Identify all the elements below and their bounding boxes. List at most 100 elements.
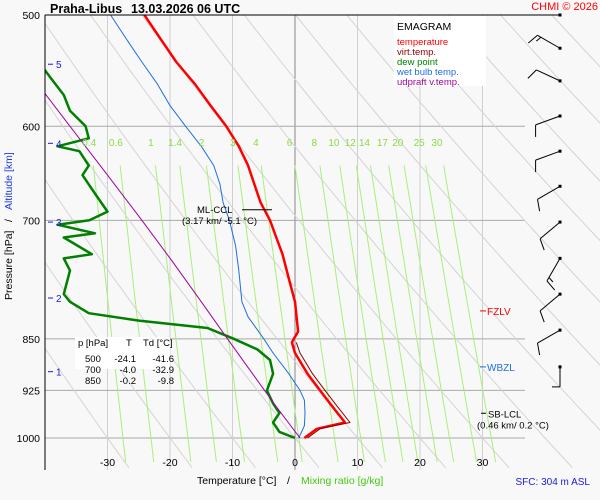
mixing-ratio-line — [92, 165, 127, 462]
wind-barb-flag — [539, 238, 545, 251]
ml-ccl-detail: (3.17 km/ -5.1 °C) — [182, 216, 257, 227]
mixing-ratio-line — [319, 165, 365, 462]
dry-adiabat — [448, 15, 600, 182]
ml-ccl-label: ML-CCL — [197, 205, 232, 216]
wind-barb-staff — [537, 185, 561, 200]
sb-lcl-detail: (0.46 km/ 0.2 °C) — [477, 420, 549, 431]
y-tick-label: 925 — [22, 385, 40, 397]
legend-box — [394, 16, 486, 86]
table-header-p: p [hPa] — [78, 338, 108, 349]
mixing-ratio-label: 14 — [359, 138, 371, 149]
series-line-udpraft-v-temp — [45, 92, 301, 439]
fzlv-label: FZLV — [487, 307, 511, 318]
mixing-ratio-line — [179, 165, 217, 462]
table-cell-t: -0.2 — [120, 376, 136, 387]
wind-barb — [535, 114, 562, 137]
wind-barb-staff — [535, 150, 561, 161]
wbzl-label: WBZL — [487, 363, 515, 374]
chart-subtitle: 13.03.2026 06 UTC — [131, 2, 240, 16]
series-lines — [45, 15, 351, 440]
wind-barb-staff — [536, 69, 561, 82]
sb-lcl-label: SB-LCL — [488, 409, 521, 420]
wind-barb-half-flag — [535, 36, 542, 42]
mixing-ratio-line — [294, 165, 339, 462]
wind-barb-flag — [537, 199, 541, 212]
series-line-temperature — [143, 15, 347, 440]
altitude-tick-label: 4 — [56, 139, 62, 150]
altitude-tick-label: 2 — [56, 294, 62, 305]
dry-adiabat — [45, 347, 130, 469]
wind-barb — [539, 292, 562, 323]
altitude-tick-label: 1 — [56, 368, 62, 379]
table-cell-td: -41.6 — [152, 354, 174, 365]
series-line-dew-point — [45, 68, 296, 440]
mixing-ratio-label: 12 — [345, 138, 357, 149]
table-row: 500 -24.1 -41.6 — [85, 354, 174, 365]
y-tick-label: 850 — [22, 334, 40, 346]
y-tick-label: 700 — [22, 215, 40, 227]
series-line-virt-temp — [295, 342, 351, 439]
y-axis-label-separator: / — [3, 219, 15, 222]
wind-barb-staff — [537, 329, 561, 344]
mixing-ratio-line — [425, 165, 477, 462]
series-line-wet-bulb-temp — [110, 15, 306, 439]
mixing-ratio-label: 6 — [287, 138, 293, 149]
x-tick-label: 0 — [292, 457, 298, 469]
wind-barb — [539, 220, 562, 251]
mixing-ratio-line — [205, 165, 245, 462]
copyright: CHMI © 2026 — [531, 1, 598, 13]
x-tick-label: 30 — [477, 457, 489, 469]
wind-barbs — [527, 13, 562, 388]
mixing-ratio-line — [260, 165, 303, 462]
legend-item-temperature: temperature — [397, 37, 448, 48]
chart-title: Praha-Libus — [50, 2, 122, 16]
dry-adiabats — [45, 15, 600, 469]
mixing-ratio-label: 0.4 — [82, 138, 96, 149]
mixing-ratio-label: 30 — [431, 138, 443, 149]
wind-barb — [552, 365, 562, 388]
wind-barb-station — [558, 13, 562, 17]
y-axis-label-pressure: Pressure [hPa] — [3, 230, 15, 300]
dry-adiabat — [295, 15, 600, 366]
wind-barb — [527, 34, 562, 50]
y-tick-label: 1000 — [17, 433, 41, 445]
wind-barb-flag — [537, 343, 541, 356]
mixing-ratio-label: 3 — [230, 138, 236, 149]
wind-barb — [535, 149, 562, 173]
wind-barb — [527, 69, 562, 83]
mixing-ratio-line — [370, 165, 419, 462]
dry-adiabat — [45, 178, 256, 469]
mixing-ratio-label: 1.4 — [168, 138, 182, 149]
surface-note: SFC: 304 m ASL — [516, 477, 591, 488]
mixing-ratio-line — [339, 165, 386, 462]
y-axis-label: Pressure [hPa] / Altitude [km] — [3, 152, 15, 300]
mixing-ratio-label: 20 — [392, 138, 404, 149]
mixing-ratio-label: 2 — [199, 138, 205, 149]
x-axis-label-separator: / — [287, 475, 290, 487]
x-tick-label: -10 — [225, 457, 240, 469]
table-header-t: T — [126, 338, 132, 349]
dry-adiabat — [397, 15, 600, 242]
table-cell-t: -4.0 — [120, 365, 136, 376]
wind-barb-staff — [535, 115, 561, 126]
axes: -30 -20 -10 0 10 20 30500600700850925100012345… — [17, 10, 560, 470]
wind-barb-staff — [546, 258, 561, 282]
mixing-ratio-label: 0.6 — [109, 138, 123, 149]
dry-adiabat — [346, 15, 600, 303]
wind-barb-staff — [539, 221, 561, 240]
mixing-ratio-line — [355, 165, 404, 462]
table-row: 850 -0.2 -9.8 — [85, 376, 174, 387]
x-tick-label: 20 — [414, 457, 426, 469]
x-tick-label: 10 — [352, 457, 364, 469]
mixing-ratio-lines — [92, 165, 497, 462]
table-cell-t: -24.1 — [114, 354, 136, 365]
wind-barb-staff — [537, 34, 561, 49]
wind-barb-flag — [546, 280, 556, 291]
mixing-ratio-label: 8 — [311, 138, 317, 149]
x-axis-label-mixing-ratio: Mixing ratio [g/kg] — [301, 475, 383, 487]
table-cell-p: 700 — [85, 365, 101, 376]
mixing-ratio-line — [119, 165, 155, 462]
y-tick-label: 600 — [22, 121, 40, 133]
annotations: ML-CCL(3.17 km/ -5.1 °C) FZLV WBZL SB-LCL(0… — [182, 205, 549, 431]
